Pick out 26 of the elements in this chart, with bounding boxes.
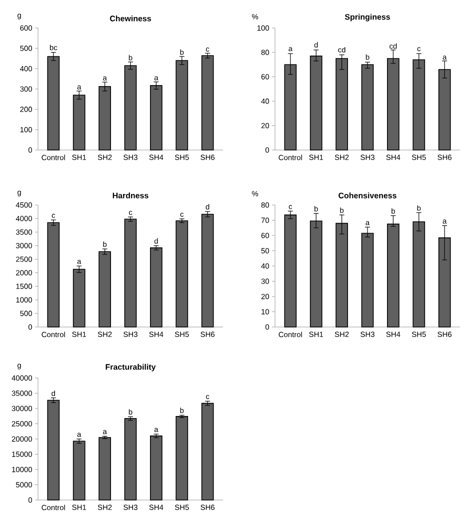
bar [124,65,137,150]
bar [124,218,137,328]
bar [150,436,162,500]
bar [361,232,374,328]
bar [47,222,60,328]
bar [72,94,86,150]
bar [47,400,60,500]
bar [201,402,214,500]
bar [47,56,60,150]
bar [72,268,86,328]
bar [124,418,137,500]
bar [150,85,162,150]
bar [176,416,188,500]
bar [412,59,426,150]
bar [98,251,111,328]
bar [176,60,188,150]
bar [72,440,86,500]
bar [201,214,214,328]
bar [336,58,348,150]
bar [361,64,374,150]
bar [98,86,111,150]
bar [150,247,162,328]
bar [201,55,214,150]
bar [176,220,188,328]
bar [98,437,111,500]
bar [284,214,297,328]
